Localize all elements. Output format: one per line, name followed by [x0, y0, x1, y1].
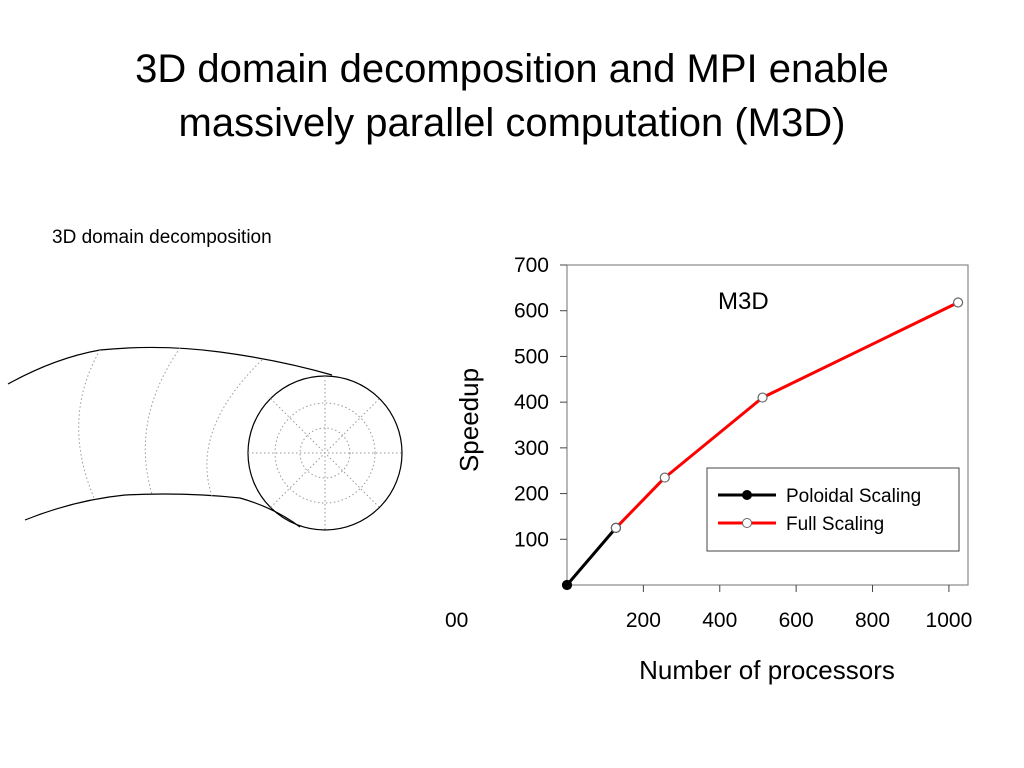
x-axis-ticks: 200 400 600 800 1000 00: [445, 585, 972, 632]
x-tick-label: 200: [626, 609, 661, 632]
x-tick-label-partial: 00: [445, 609, 468, 632]
y-tick-label: 400: [514, 391, 549, 414]
y-axis-ticks: 100 200 300 400 500 600 700: [514, 254, 567, 551]
y-tick-label: 200: [514, 483, 549, 506]
x-tick-label: 400: [702, 609, 737, 632]
legend-label-poloidal-scaling: Poloidal Scaling: [786, 486, 921, 507]
y-tick-label: 700: [514, 254, 549, 277]
speedup-chart: 100 200 300 400 500 600 700 200 400 600 800 1000 00…: [445, 254, 972, 685]
x-tick-label: 1000: [926, 609, 973, 632]
y-axis-label: Speedup: [454, 368, 484, 472]
series-layer: [561, 297, 964, 591]
toroidal-cut-lines: [78, 347, 263, 501]
legend: Poloidal Scaling Full Scaling: [706, 467, 960, 552]
data-point-1-2: [757, 392, 768, 403]
data-point-1-1: [659, 472, 670, 483]
chart-annotation: M3D: [718, 288, 769, 315]
data-point-0-0: [561, 579, 573, 591]
series-line-1: [614, 301, 959, 529]
slide-title-line-1: 3D domain decomposition and MPI enable: [135, 47, 889, 91]
legend-label-full-scaling: Full Scaling: [786, 514, 884, 535]
y-tick-label: 600: [514, 300, 549, 323]
plot-frame: [566, 264, 969, 586]
legend-box: [706, 467, 960, 552]
slide-title-line-2: massively parallel computation (M3D): [178, 101, 846, 145]
series-line-0: [565, 526, 618, 586]
diagram-caption: 3D domain decomposition: [52, 227, 272, 248]
x-tick-label: 800: [855, 609, 890, 632]
poloidal-grid: [248, 376, 402, 530]
data-point-1-3: [952, 297, 964, 308]
y-tick-label: 500: [514, 345, 549, 368]
x-axis-label: Number of processors: [639, 655, 895, 685]
y-tick-label: 300: [514, 437, 549, 460]
x-tick-label: 600: [779, 609, 814, 632]
torus-inner-boundary: [24, 493, 301, 528]
legend-swatch-poloidal-marker: [742, 490, 752, 500]
data-point-1-0: [610, 522, 621, 533]
legend-swatch-full-marker: [742, 518, 752, 528]
torus-decomposition-diagram: [7, 346, 403, 531]
torus-outer-boundary: [7, 346, 333, 385]
y-tick-label: 100: [514, 528, 549, 551]
slide-title: 3D domain decomposition and MPI enable m…: [0, 42, 1024, 150]
